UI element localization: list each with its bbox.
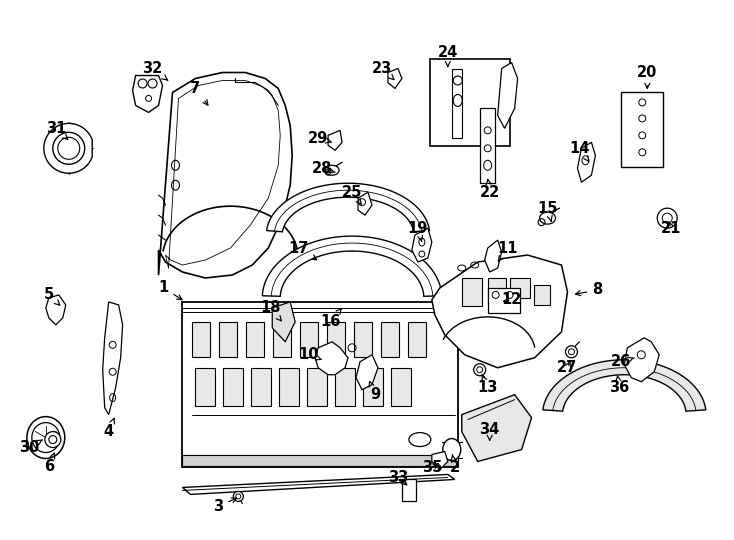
Text: 3: 3 xyxy=(214,498,236,514)
Polygon shape xyxy=(498,63,517,129)
Bar xyxy=(487,278,506,300)
Text: 1: 1 xyxy=(159,280,182,300)
Polygon shape xyxy=(462,395,531,462)
Text: 17: 17 xyxy=(288,240,316,260)
Bar xyxy=(402,480,416,502)
Bar xyxy=(192,322,211,357)
Polygon shape xyxy=(272,302,295,342)
Text: 5: 5 xyxy=(44,287,59,305)
Polygon shape xyxy=(412,228,432,262)
Bar xyxy=(462,278,482,306)
Text: 31: 31 xyxy=(46,121,68,139)
Bar xyxy=(622,92,664,167)
Ellipse shape xyxy=(539,212,556,224)
Polygon shape xyxy=(432,451,448,469)
Text: 18: 18 xyxy=(260,300,281,321)
Text: 25: 25 xyxy=(342,185,362,205)
Polygon shape xyxy=(484,240,501,272)
Polygon shape xyxy=(432,255,567,368)
Text: 36: 36 xyxy=(609,376,630,395)
Text: 10: 10 xyxy=(298,347,321,362)
Bar xyxy=(408,322,426,357)
Bar xyxy=(354,322,372,357)
Text: 8: 8 xyxy=(575,282,603,298)
Text: 24: 24 xyxy=(437,45,458,66)
Bar xyxy=(307,368,327,406)
Polygon shape xyxy=(578,143,595,182)
Polygon shape xyxy=(44,123,92,173)
Text: 15: 15 xyxy=(537,201,558,221)
Text: 9: 9 xyxy=(369,381,380,402)
Bar xyxy=(195,368,215,406)
Bar xyxy=(363,368,383,406)
Bar xyxy=(381,322,399,357)
Polygon shape xyxy=(625,338,659,382)
Bar xyxy=(300,322,318,357)
Bar xyxy=(223,368,243,406)
Polygon shape xyxy=(103,302,123,415)
Polygon shape xyxy=(133,76,162,112)
Bar xyxy=(430,58,509,146)
Text: 4: 4 xyxy=(103,418,115,439)
Bar xyxy=(183,455,458,467)
Ellipse shape xyxy=(443,438,461,461)
Bar xyxy=(247,322,264,357)
Polygon shape xyxy=(543,360,706,411)
Bar xyxy=(391,368,411,406)
Polygon shape xyxy=(315,342,348,375)
Polygon shape xyxy=(388,69,402,89)
Ellipse shape xyxy=(233,491,243,502)
Ellipse shape xyxy=(27,417,65,458)
Polygon shape xyxy=(266,183,429,232)
Text: 34: 34 xyxy=(479,422,500,441)
Text: 28: 28 xyxy=(312,161,335,176)
Bar xyxy=(219,322,237,357)
Bar xyxy=(480,109,495,183)
Polygon shape xyxy=(358,192,372,215)
Ellipse shape xyxy=(473,364,486,376)
Polygon shape xyxy=(46,295,66,325)
Bar xyxy=(534,285,550,305)
Bar xyxy=(509,278,529,298)
Text: 26: 26 xyxy=(611,354,634,369)
Bar xyxy=(279,368,299,406)
Text: 7: 7 xyxy=(190,81,208,105)
Polygon shape xyxy=(262,236,442,296)
Bar xyxy=(335,368,355,406)
Text: 30: 30 xyxy=(18,440,42,455)
Text: 11: 11 xyxy=(498,240,518,261)
Text: 23: 23 xyxy=(372,61,394,79)
Text: 19: 19 xyxy=(407,221,428,241)
Text: 29: 29 xyxy=(308,131,331,146)
Text: 13: 13 xyxy=(478,375,498,395)
Text: 20: 20 xyxy=(637,65,658,89)
Bar xyxy=(251,368,272,406)
Text: 32: 32 xyxy=(142,61,168,80)
Text: 33: 33 xyxy=(388,470,408,485)
Text: 6: 6 xyxy=(44,453,54,474)
Ellipse shape xyxy=(325,165,339,176)
Text: 27: 27 xyxy=(557,360,578,375)
Text: 12: 12 xyxy=(501,293,522,307)
Polygon shape xyxy=(356,355,378,390)
Ellipse shape xyxy=(565,346,578,358)
Text: 35: 35 xyxy=(421,460,442,475)
Ellipse shape xyxy=(45,431,61,448)
Bar xyxy=(273,322,291,357)
Ellipse shape xyxy=(657,208,677,228)
Polygon shape xyxy=(328,130,342,150)
Bar xyxy=(487,288,520,313)
Polygon shape xyxy=(183,475,455,495)
Polygon shape xyxy=(159,72,292,278)
Text: 2: 2 xyxy=(450,455,459,475)
Text: 22: 22 xyxy=(479,179,500,200)
Bar xyxy=(327,322,345,357)
Bar xyxy=(183,302,458,468)
Text: 16: 16 xyxy=(320,309,341,329)
Text: 14: 14 xyxy=(570,141,589,161)
Text: 21: 21 xyxy=(661,221,681,235)
